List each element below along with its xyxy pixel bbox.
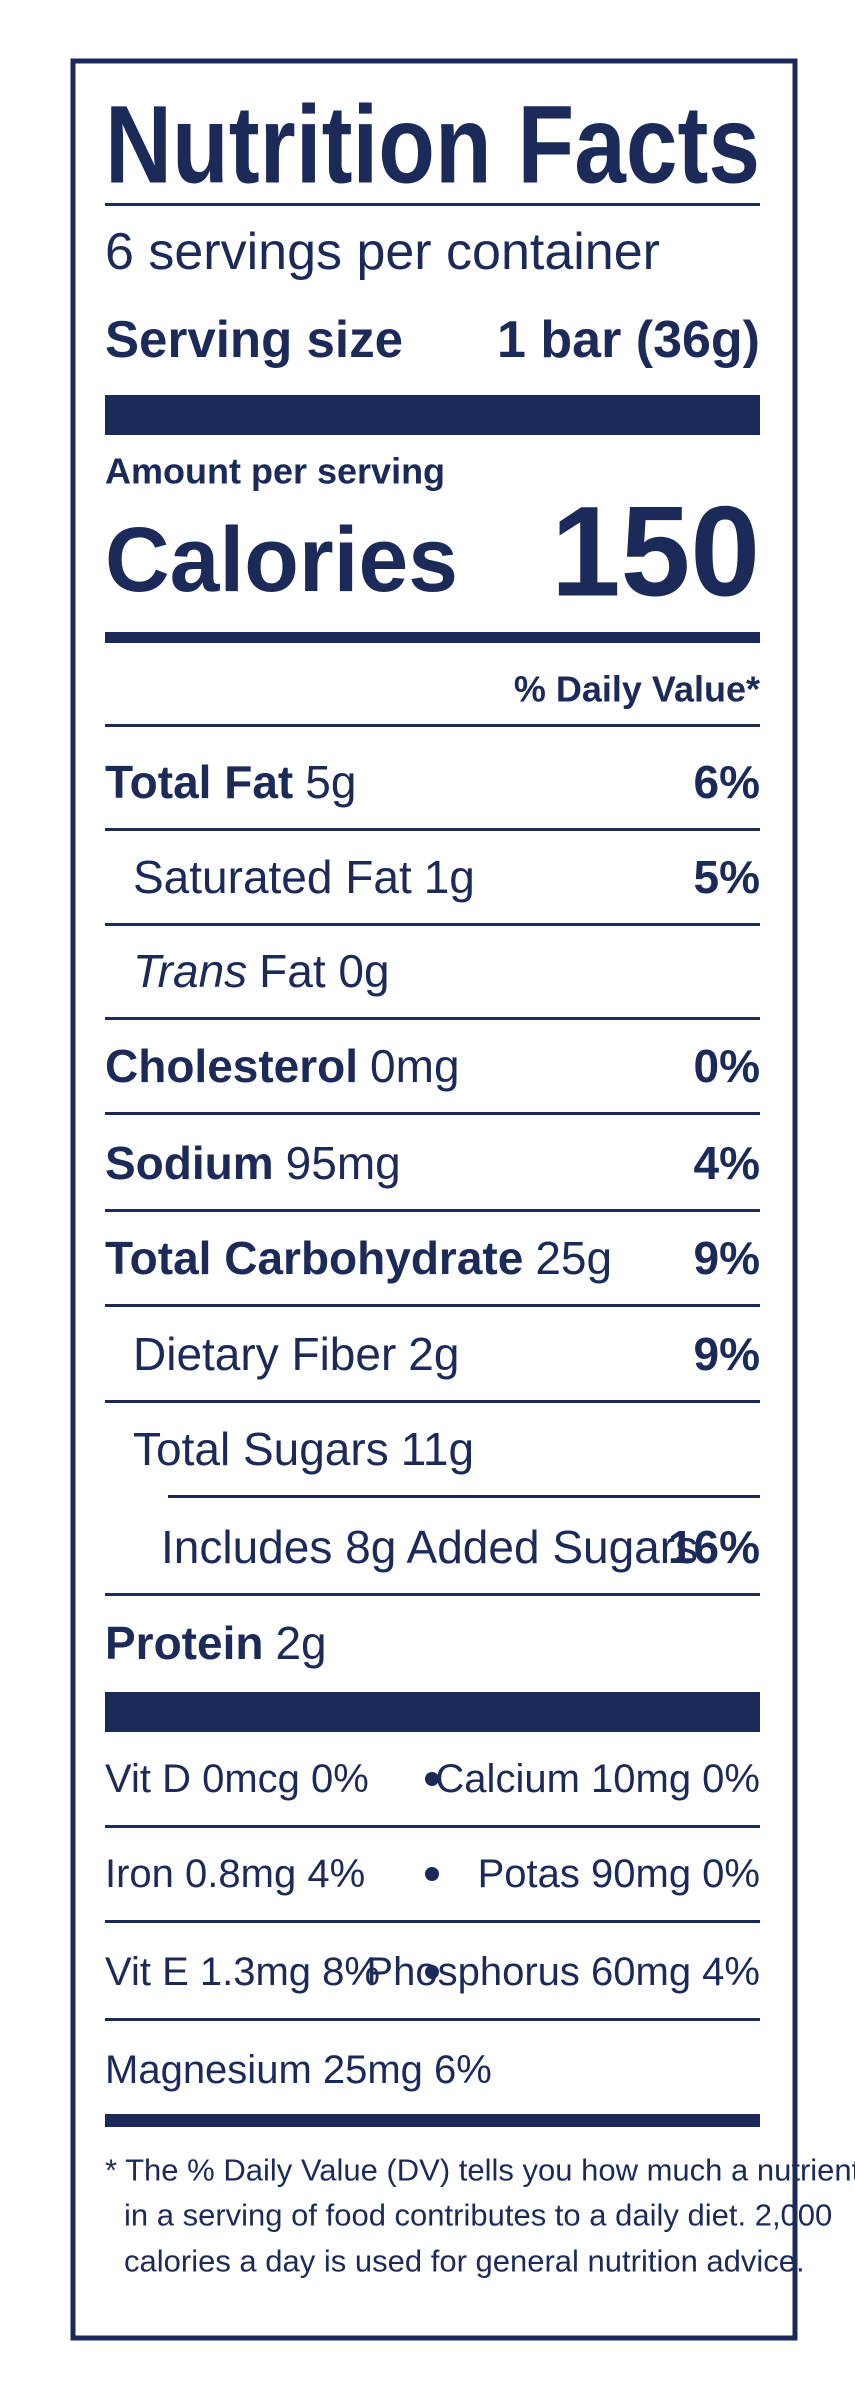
- serving-size-label: Serving size: [105, 311, 403, 369]
- rule: [105, 1209, 760, 1212]
- nutrient-row: Protein 2g: [105, 1617, 327, 1669]
- footnote: calories a day is used for general nutri…: [124, 2244, 805, 2279]
- nutrient-name: Dietary Fiber: [133, 1328, 396, 1380]
- nutrient-row: Cholesterol 0mg: [105, 1040, 460, 1092]
- nutrient-amount: 95mg: [286, 1137, 401, 1189]
- footnote: * The % Daily Value (DV) tells you how m…: [105, 2153, 855, 2188]
- serving-size-value: 1 bar (36g): [497, 311, 760, 369]
- rule: [105, 1017, 760, 1020]
- dv-header: % Daily Value*: [514, 669, 760, 710]
- amount-per-serving: Amount per serving: [105, 451, 445, 492]
- nutrient-amount: 0mg: [370, 1040, 459, 1092]
- calories-value: 150: [551, 481, 760, 624]
- nutrient-name: Total Carbohydrate: [105, 1232, 523, 1284]
- nutrient-row: Trans Fat 0g: [133, 945, 390, 997]
- rule: [105, 1112, 760, 1115]
- nutrient-name: Cholesterol: [105, 1040, 358, 1092]
- rule: [105, 1400, 760, 1403]
- nutrient-row: Dietary Fiber 2g: [133, 1328, 459, 1380]
- bullet: [425, 1772, 439, 1786]
- nutrient-amount: 2g: [408, 1328, 459, 1380]
- nutrient-row: Total Fat 5g: [105, 756, 356, 808]
- bullet: [425, 1867, 439, 1881]
- nutrient-name: Sodium: [105, 1137, 274, 1189]
- border: [70, 58, 798, 2341]
- footnote: in a serving of food contributes to a da…: [124, 2198, 832, 2233]
- nutrient-dv: 5%: [694, 851, 760, 903]
- nutrient-amount: 2g: [275, 1617, 326, 1669]
- nutrient-dv: 4%: [694, 1137, 760, 1189]
- rule: [105, 923, 760, 926]
- nutrient-row: Includes 8g Added Sugars: [161, 1521, 698, 1573]
- vitamin: Vit E 1.3mg 8%: [105, 1950, 380, 1994]
- vitamin: Vit D 0mcg 0%: [105, 1757, 369, 1801]
- vitamin: Potas 90mg 0%: [478, 1852, 760, 1896]
- medium-bar: [105, 2114, 760, 2127]
- nutrient-amount: Fat 0g: [259, 945, 389, 997]
- vitamin: Iron 0.8mg 4%: [105, 1852, 365, 1896]
- rule: [105, 1920, 760, 1923]
- nutrient-row: Sodium 95mg: [105, 1137, 401, 1189]
- thick-bar: [105, 1692, 760, 1732]
- rule: [105, 724, 760, 727]
- nutrient-row: Total Carbohydrate 25g: [105, 1232, 612, 1284]
- title: Nutrition Facts: [105, 84, 760, 207]
- nutrient-dv: 9%: [694, 1232, 760, 1284]
- nutrient-dv: 9%: [694, 1328, 760, 1380]
- nutrient-row: Saturated Fat 1g: [133, 851, 475, 903]
- servings: 6 servings per container: [105, 223, 660, 281]
- thick-bar: [105, 395, 760, 435]
- nutrient-name: Total Fat: [105, 756, 293, 808]
- vitamin: Calcium 10mg 0%: [435, 1757, 760, 1801]
- rule: [105, 1593, 760, 1596]
- nutrient-amount: 1g: [424, 851, 475, 903]
- rule: [105, 828, 760, 831]
- nutrient-name: Saturated Fat: [133, 851, 412, 903]
- nutrient-name: Total Sugars: [133, 1423, 389, 1475]
- nutrient-dv: 16%: [668, 1521, 760, 1573]
- nutrient-row: Total Sugars 11g: [133, 1423, 474, 1475]
- rule: [105, 1304, 760, 1307]
- rule: [105, 203, 760, 206]
- medium-bar: [105, 632, 760, 643]
- nutrient-amount: 5g: [305, 756, 356, 808]
- nutrient-dv: 6%: [694, 756, 760, 808]
- rule: [168, 1495, 760, 1498]
- nutrient-name: Includes 8g Added Sugars: [161, 1521, 698, 1573]
- rule: [105, 2018, 760, 2021]
- nutrient-amount: 25g: [535, 1232, 612, 1284]
- nutrient-name: Protein: [105, 1617, 263, 1669]
- nutrient-amount: 11g: [401, 1423, 474, 1475]
- calories-label: Calories: [105, 509, 458, 611]
- vitamin: Magnesium 25mg 6%: [105, 2048, 492, 2092]
- rule: [105, 1825, 760, 1828]
- nutrient-dv: 0%: [694, 1040, 760, 1092]
- nutrient-name: Trans: [133, 945, 247, 997]
- bullet: [425, 1965, 439, 1979]
